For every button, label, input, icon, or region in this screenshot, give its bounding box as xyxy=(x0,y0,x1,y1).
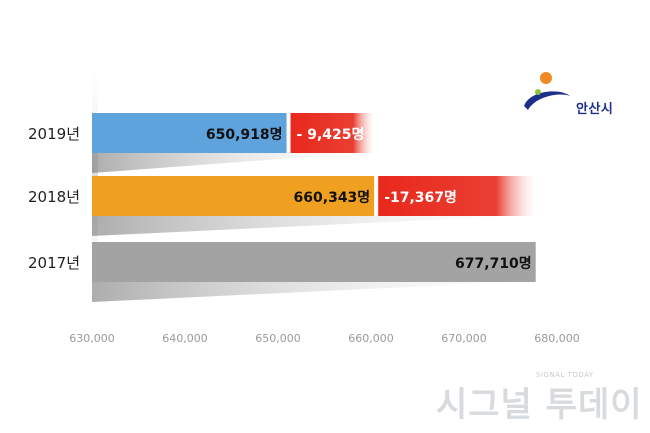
change-label-2018년: -17,367명 xyxy=(384,189,457,206)
value-label-2019년: 650,918명 xyxy=(206,126,283,143)
change-label-2019년: - 9,425명 xyxy=(297,126,365,143)
bar-2018년 xyxy=(92,176,375,216)
value-label-2018년: 660,343명 xyxy=(294,189,371,206)
city-logo: 안산시 xyxy=(520,70,630,120)
x-tick-label: 650,000 xyxy=(255,332,301,345)
x-tick-label: 680,000 xyxy=(534,332,580,345)
bar-shadow xyxy=(92,281,536,302)
bar-shadow xyxy=(92,152,375,173)
bar-shadow xyxy=(92,215,536,236)
city-logo-text: 안산시 xyxy=(576,102,614,117)
signal-today-watermark: SIGNAL TODAY 시그널 투데이 xyxy=(436,371,642,425)
x-tick-label: 640,000 xyxy=(162,332,208,345)
watermark-subtitle: SIGNAL TODAY xyxy=(536,371,594,379)
y-tick-label-2017년: 2017년 xyxy=(28,254,80,272)
ansan-city-logo-icon xyxy=(524,72,570,110)
x-tick-label: 670,000 xyxy=(441,332,487,345)
bar-2017년 xyxy=(92,242,536,282)
change-bar-2018년 xyxy=(378,176,536,216)
watermark-title: 시그널 투데이 xyxy=(436,385,643,425)
bar-2019년 xyxy=(92,113,287,153)
y-tick-label-2018년: 2018년 xyxy=(28,188,80,206)
change-bar-2019년 xyxy=(290,113,375,153)
value-label-2017년: 677,710명 xyxy=(455,255,532,272)
x-tick-label: 630,000 xyxy=(69,332,115,345)
x-tick-label: 660,000 xyxy=(348,332,394,345)
y-tick-label-2019년: 2019년 xyxy=(28,125,80,143)
